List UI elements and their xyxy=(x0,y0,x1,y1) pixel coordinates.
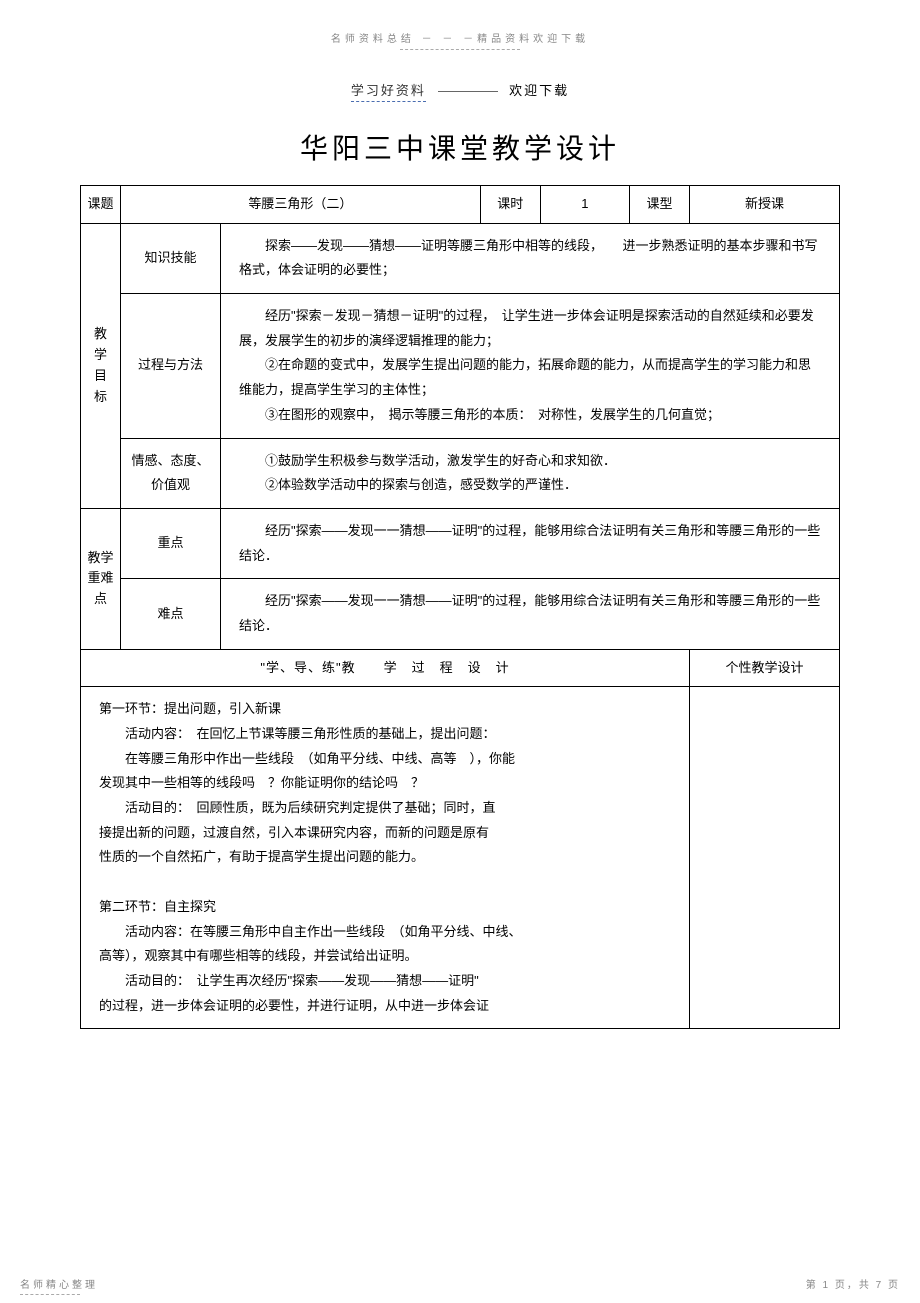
emotion-text: ①鼓励学生积极参与数学活动，激发学生的好奇心和求知欲． ②体验数学活动中的探索与… xyxy=(221,438,840,508)
body-p3: 在等腰三角形中作出一些线段 （如角平分线、中线、高等 ），你能 xyxy=(99,747,671,772)
table-row: 教学目标 知识技能 探索——发现——猜想——证明等腰三角形中相等的线段， 进一步… xyxy=(81,223,840,293)
sub-header-spacer xyxy=(438,91,498,92)
difficulty-label: 教学重难点 xyxy=(81,508,121,649)
objectives-label: 教学目标 xyxy=(81,223,121,508)
body-p2: 活动内容： 在回忆上节课等腰三角形性质的基础上，提出问题： xyxy=(99,722,671,747)
emotion-label: 情感、态度、价值观 xyxy=(121,438,221,508)
lesson-plan-table: 课题 等腰三角形（二） 课时 1 课型 新授课 教学目标 知识技能 探索——发现… xyxy=(80,185,840,1029)
type-label: 课型 xyxy=(629,186,689,224)
top-note-underline xyxy=(400,49,520,50)
body-p8: 第二环节：自主探究 xyxy=(99,895,671,920)
personal-design-body xyxy=(690,687,840,1029)
body-p10: 高等），观察其中有哪些相等的线段，并尝试给出证明。 xyxy=(99,944,671,969)
body-p12: 的过程，进一步体会证明的必要性，并进行证明，从中进一步体会证 xyxy=(99,994,671,1019)
body-p1: 第一环节：提出问题，引入新课 xyxy=(99,697,671,722)
table-row: 过程与方法 经历"探索－发现－猜想－证明"的过程， 让学生进一步体会证明是探索活… xyxy=(81,294,840,438)
hard-label: 难点 xyxy=(121,579,221,649)
footer-left: 名师精心整理 xyxy=(20,1276,98,1291)
hard-text: 经历"探索——发现一一猜想——证明"的过程，能够用综合法证明有关三角形和等腰三角… xyxy=(221,579,840,649)
knowledge-text: 探索——发现——猜想——证明等腰三角形中相等的线段， 进一步熟悉证明的基本步骤和… xyxy=(221,223,840,293)
table-row: 情感、态度、价值观 ①鼓励学生积极参与数学活动，激发学生的好奇心和求知欲． ②体… xyxy=(81,438,840,508)
process-text: 经历"探索－发现－猜想－证明"的过程， 让学生进一步体会证明是探索活动的自然延续… xyxy=(221,294,840,438)
process-design-header: "学、导、练"教 学 过 程 设 计 xyxy=(81,649,690,687)
lesson-body: 第一环节：提出问题，引入新课 活动内容： 在回忆上节课等腰三角形性质的基础上，提… xyxy=(81,687,690,1029)
page-title: 华阳三中课堂教学设计 xyxy=(0,127,920,167)
sub-header: 学习好资料 欢迎下载 xyxy=(0,80,920,102)
type-value: 新授课 xyxy=(689,186,839,224)
focus-label: 重点 xyxy=(121,508,221,578)
sub-header-right: 欢迎下载 xyxy=(509,83,569,98)
personal-design-header: 个性教学设计 xyxy=(690,649,840,687)
table-row: 课题 等腰三角形（二） 课时 1 课型 新授课 xyxy=(81,186,840,224)
table-row: 难点 经历"探索——发现一一猜想——证明"的过程，能够用综合法证明有关三角形和等… xyxy=(81,579,840,649)
table-row: "学、导、练"教 学 过 程 设 计 个性教学设计 xyxy=(81,649,840,687)
body-p4: 发现其中一些相等的线段吗 ？你能证明你的结论吗 ？ xyxy=(99,771,671,796)
table-row: 教学重难点 重点 经历"探索——发现一一猜想——证明"的过程，能够用综合法证明有… xyxy=(81,508,840,578)
body-p5: 活动目的： 回顾性质，既为后续研究判定提供了基础；同时，直 xyxy=(99,796,671,821)
period-label: 课时 xyxy=(480,186,540,224)
body-p9: 活动内容：在等腰三角形中自主作出一些线段 （如角平分线、中线、 xyxy=(99,920,671,945)
body-p7: 性质的一个自然拓广，有助于提高学生提出问题的能力。 xyxy=(99,845,671,870)
footer-left-underline xyxy=(20,1294,80,1295)
knowledge-label: 知识技能 xyxy=(121,223,221,293)
footer-right: 第 1 页，共 7 页 xyxy=(806,1276,900,1291)
process-label: 过程与方法 xyxy=(121,294,221,438)
period-value: 1 xyxy=(540,186,629,224)
focus-text: 经历"探索——发现一一猜想——证明"的过程，能够用综合法证明有关三角形和等腰三角… xyxy=(221,508,840,578)
body-p6: 接提出新的问题，过渡自然，引入本课研究内容，而新的问题是原有 xyxy=(99,821,671,846)
sub-header-left: 学习好资料 xyxy=(351,80,426,102)
topic-label: 课题 xyxy=(81,186,121,224)
body-p11: 活动目的： 让学生再次经历"探索——发现——猜想——证明" xyxy=(99,969,671,994)
top-note: 名师资料总结 － － －精品资料欢迎下载 xyxy=(0,30,920,45)
topic-value: 等腰三角形（二） xyxy=(121,186,481,224)
table-row: 第一环节：提出问题，引入新课 活动内容： 在回忆上节课等腰三角形性质的基础上，提… xyxy=(81,687,840,1029)
